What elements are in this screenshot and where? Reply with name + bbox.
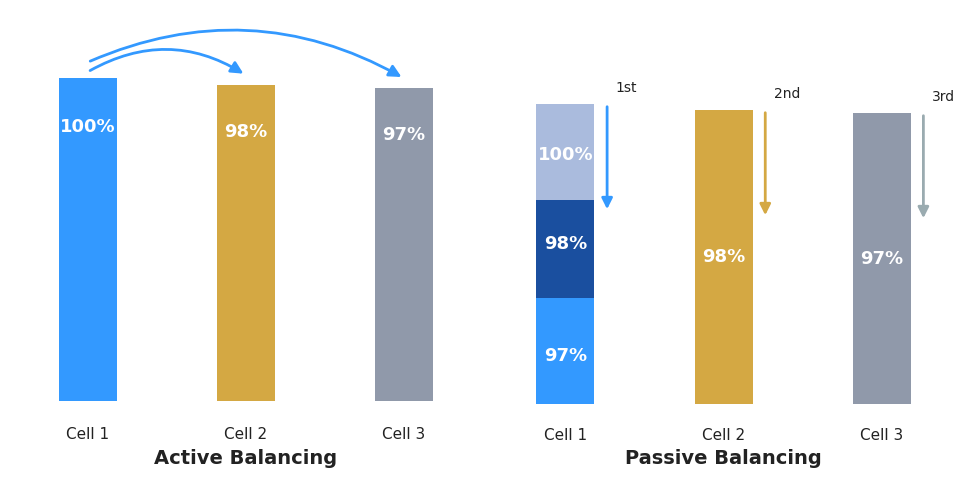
Bar [853,113,911,404]
Bar [536,104,595,200]
Text: Cell 3: Cell 3 [860,428,904,443]
Text: 1st: 1st [615,81,637,95]
Text: 98%: 98% [544,235,587,253]
Text: Cell 3: Cell 3 [382,427,426,442]
Bar [536,200,595,297]
Text: 98%: 98% [702,248,745,266]
Text: Cell 1: Cell 1 [544,428,587,443]
Text: Passive Balancing: Passive Balancing [625,449,822,468]
Text: Cell 2: Cell 2 [702,428,745,443]
Text: 100%: 100% [59,118,115,136]
Text: 97%: 97% [382,126,425,144]
Bar [536,297,595,404]
Text: 97%: 97% [544,347,587,365]
Text: Cell 1: Cell 1 [66,427,109,442]
Text: Cell 2: Cell 2 [224,427,267,442]
Bar [375,88,433,401]
Bar [216,85,275,401]
Text: 100%: 100% [537,146,593,164]
Text: 97%: 97% [860,250,903,268]
Bar [58,79,117,401]
Text: Active Balancing: Active Balancing [154,449,337,468]
Text: 98%: 98% [224,123,267,141]
Text: 2nd: 2nd [774,87,800,101]
Text: 3rd: 3rd [932,90,955,104]
Bar [694,110,753,404]
